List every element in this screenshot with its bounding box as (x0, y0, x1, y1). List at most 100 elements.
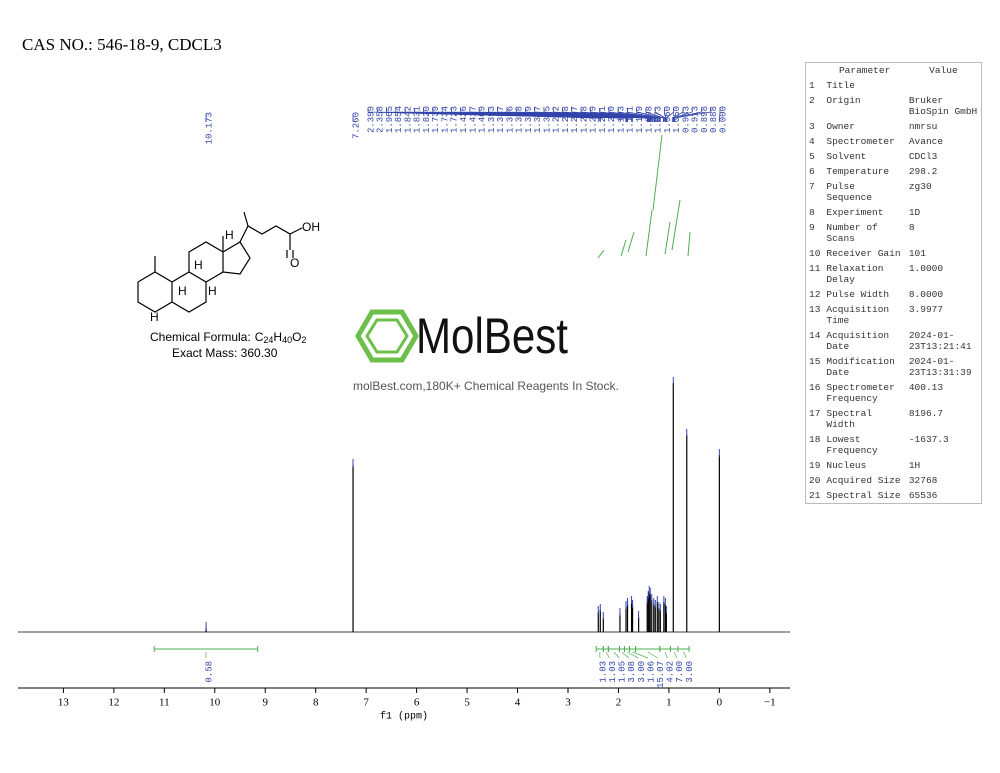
table-cell: 15 (809, 356, 821, 367)
table-cell: Nucleus (826, 460, 867, 471)
h-label: H (208, 284, 217, 298)
table-cell: 21 (809, 490, 821, 501)
table-cell: Temperature (826, 166, 890, 177)
table-cell: 12 (809, 289, 821, 300)
table-cell: nmrsu (908, 121, 938, 132)
peak-label: 1.831 (413, 106, 423, 133)
table-cell: Pulse Sequence (826, 181, 873, 203)
table-cell: 400.13 (908, 382, 944, 393)
peak-label: 1.417 (468, 106, 478, 133)
table-row: 13 Acquisition Time 3.9977 (806, 302, 982, 328)
table-cell: 10 (809, 248, 821, 259)
table-cell: Title (826, 80, 855, 91)
h-label: H (150, 310, 159, 324)
table-cell: Pulse Width (826, 289, 890, 300)
table-cell: Modification Date (826, 356, 895, 378)
table-cell: 101 (908, 248, 926, 259)
table-cell: 7 (809, 181, 815, 192)
table-row: 12 Pulse Width 8.0000 (806, 287, 982, 302)
table-cell: 14 (809, 330, 821, 341)
table-row: 14 Acquisition Date 2024-01-23T13:21:41 (806, 328, 982, 354)
table-row: 2 Origin Bruker BioSpin GmbH (806, 93, 982, 119)
table-row: 6 Temperature 298.2 (806, 164, 982, 179)
integral-label: 1.03 (608, 661, 618, 683)
peak-label: 1.267 (570, 106, 580, 133)
table-cell: Experiment (826, 207, 884, 218)
logo-text: MolBest (416, 308, 568, 364)
peak-label: 1.292 (552, 106, 562, 133)
table-cell: 1.0000 (908, 263, 944, 274)
table-cell: 17 (809, 408, 821, 419)
integral-label: 3.08 (627, 661, 637, 683)
peak-label-connector (718, 108, 721, 122)
exact-mass: Exact Mass: 360.30 (172, 346, 278, 360)
peak-label-connector (636, 108, 664, 122)
integral-leader (673, 651, 678, 659)
integral-leader (626, 651, 639, 659)
table-cell: -1637.3 (908, 434, 949, 445)
x-tick-label: 7 (363, 697, 369, 709)
peak-label: 1.073 (654, 106, 664, 133)
peak-label: 1.739 (431, 106, 441, 133)
table-cell: 6 (809, 166, 815, 177)
table-row: 3 Owner nmrsu (806, 119, 982, 134)
peak-label: 0.888 (709, 106, 719, 133)
x-tick-label: 9 (262, 697, 268, 709)
table-row: 10 Receiver Gain 101 (806, 246, 982, 261)
structure-labels: H H H H H OH O Chemical Formula: C24H40O2… (150, 220, 320, 360)
peak-label: 1.335 (542, 106, 552, 133)
integral-leader (664, 651, 668, 659)
table-cell: 32768 (908, 475, 938, 486)
peak-label: 0.000 (718, 106, 728, 133)
peak-label-connector (617, 108, 660, 122)
table-cell: 3.9977 (908, 304, 944, 315)
h-label: H (178, 284, 187, 298)
peak-label-connector (645, 108, 665, 122)
x-tick-label: 10 (209, 697, 221, 709)
table-cell: 18 (809, 434, 821, 445)
table-cell: 20 (809, 475, 821, 486)
page-title: CAS NO.: 546-18-9, CDCL3 (22, 35, 222, 54)
integral-label: 7.00 (675, 661, 685, 683)
peak-label: 2.399 (366, 106, 376, 133)
table-cell: Acquisition Date (826, 330, 890, 352)
table-row: 11 Relaxation Delay 1.0000 (806, 261, 982, 287)
table-cell: Spectral Size (826, 490, 901, 501)
table-cell: 5 (809, 151, 815, 162)
peak-label: 0.933 (681, 106, 691, 133)
header-cell: Value (929, 65, 958, 76)
table-cell: Spectrometer Frequency (826, 382, 895, 404)
peak-label: 1.317 (533, 106, 543, 133)
table-cell: 1H (908, 460, 921, 471)
acid-label: O (290, 256, 299, 270)
table-cell: Acquisition Time (826, 304, 890, 326)
table-row: 5 Solvent CDCl3 (806, 149, 982, 164)
peak-label-connector (672, 108, 693, 122)
peak-label: 1.842 (403, 106, 413, 133)
h-label: H (194, 258, 203, 272)
peak-label-connector (673, 108, 702, 122)
h-label: H (225, 228, 234, 242)
peak-label-connector (571, 108, 656, 122)
table-cell: Origin (826, 95, 861, 106)
x-tick-label: 11 (159, 697, 170, 709)
x-tick-label: 8 (313, 697, 319, 709)
table-cell: 9 (809, 222, 815, 233)
table-cell: 4 (809, 136, 815, 147)
table-cell: 8 (908, 222, 915, 233)
peak-label-connector (671, 108, 684, 122)
table-cell: Spectral Width (826, 408, 873, 430)
integral-label: 3.00 (685, 661, 695, 683)
peak-label: 0.913 (691, 106, 701, 133)
table-cell: 2024-01-23T13:21:41 (908, 330, 972, 352)
x-tick-label: −1 (764, 697, 776, 709)
acid-label: OH (302, 220, 320, 234)
peak-label-connector (674, 108, 712, 122)
integral-label: 1.06 (646, 661, 656, 683)
x-tick-label: 5 (464, 697, 470, 709)
peak-label: 1.050 (672, 106, 682, 133)
structure-drawing (137, 211, 303, 313)
peak-label: 1.820 (422, 106, 432, 133)
table-cell: Solvent (826, 151, 867, 162)
integral-label: 3.00 (637, 661, 647, 683)
